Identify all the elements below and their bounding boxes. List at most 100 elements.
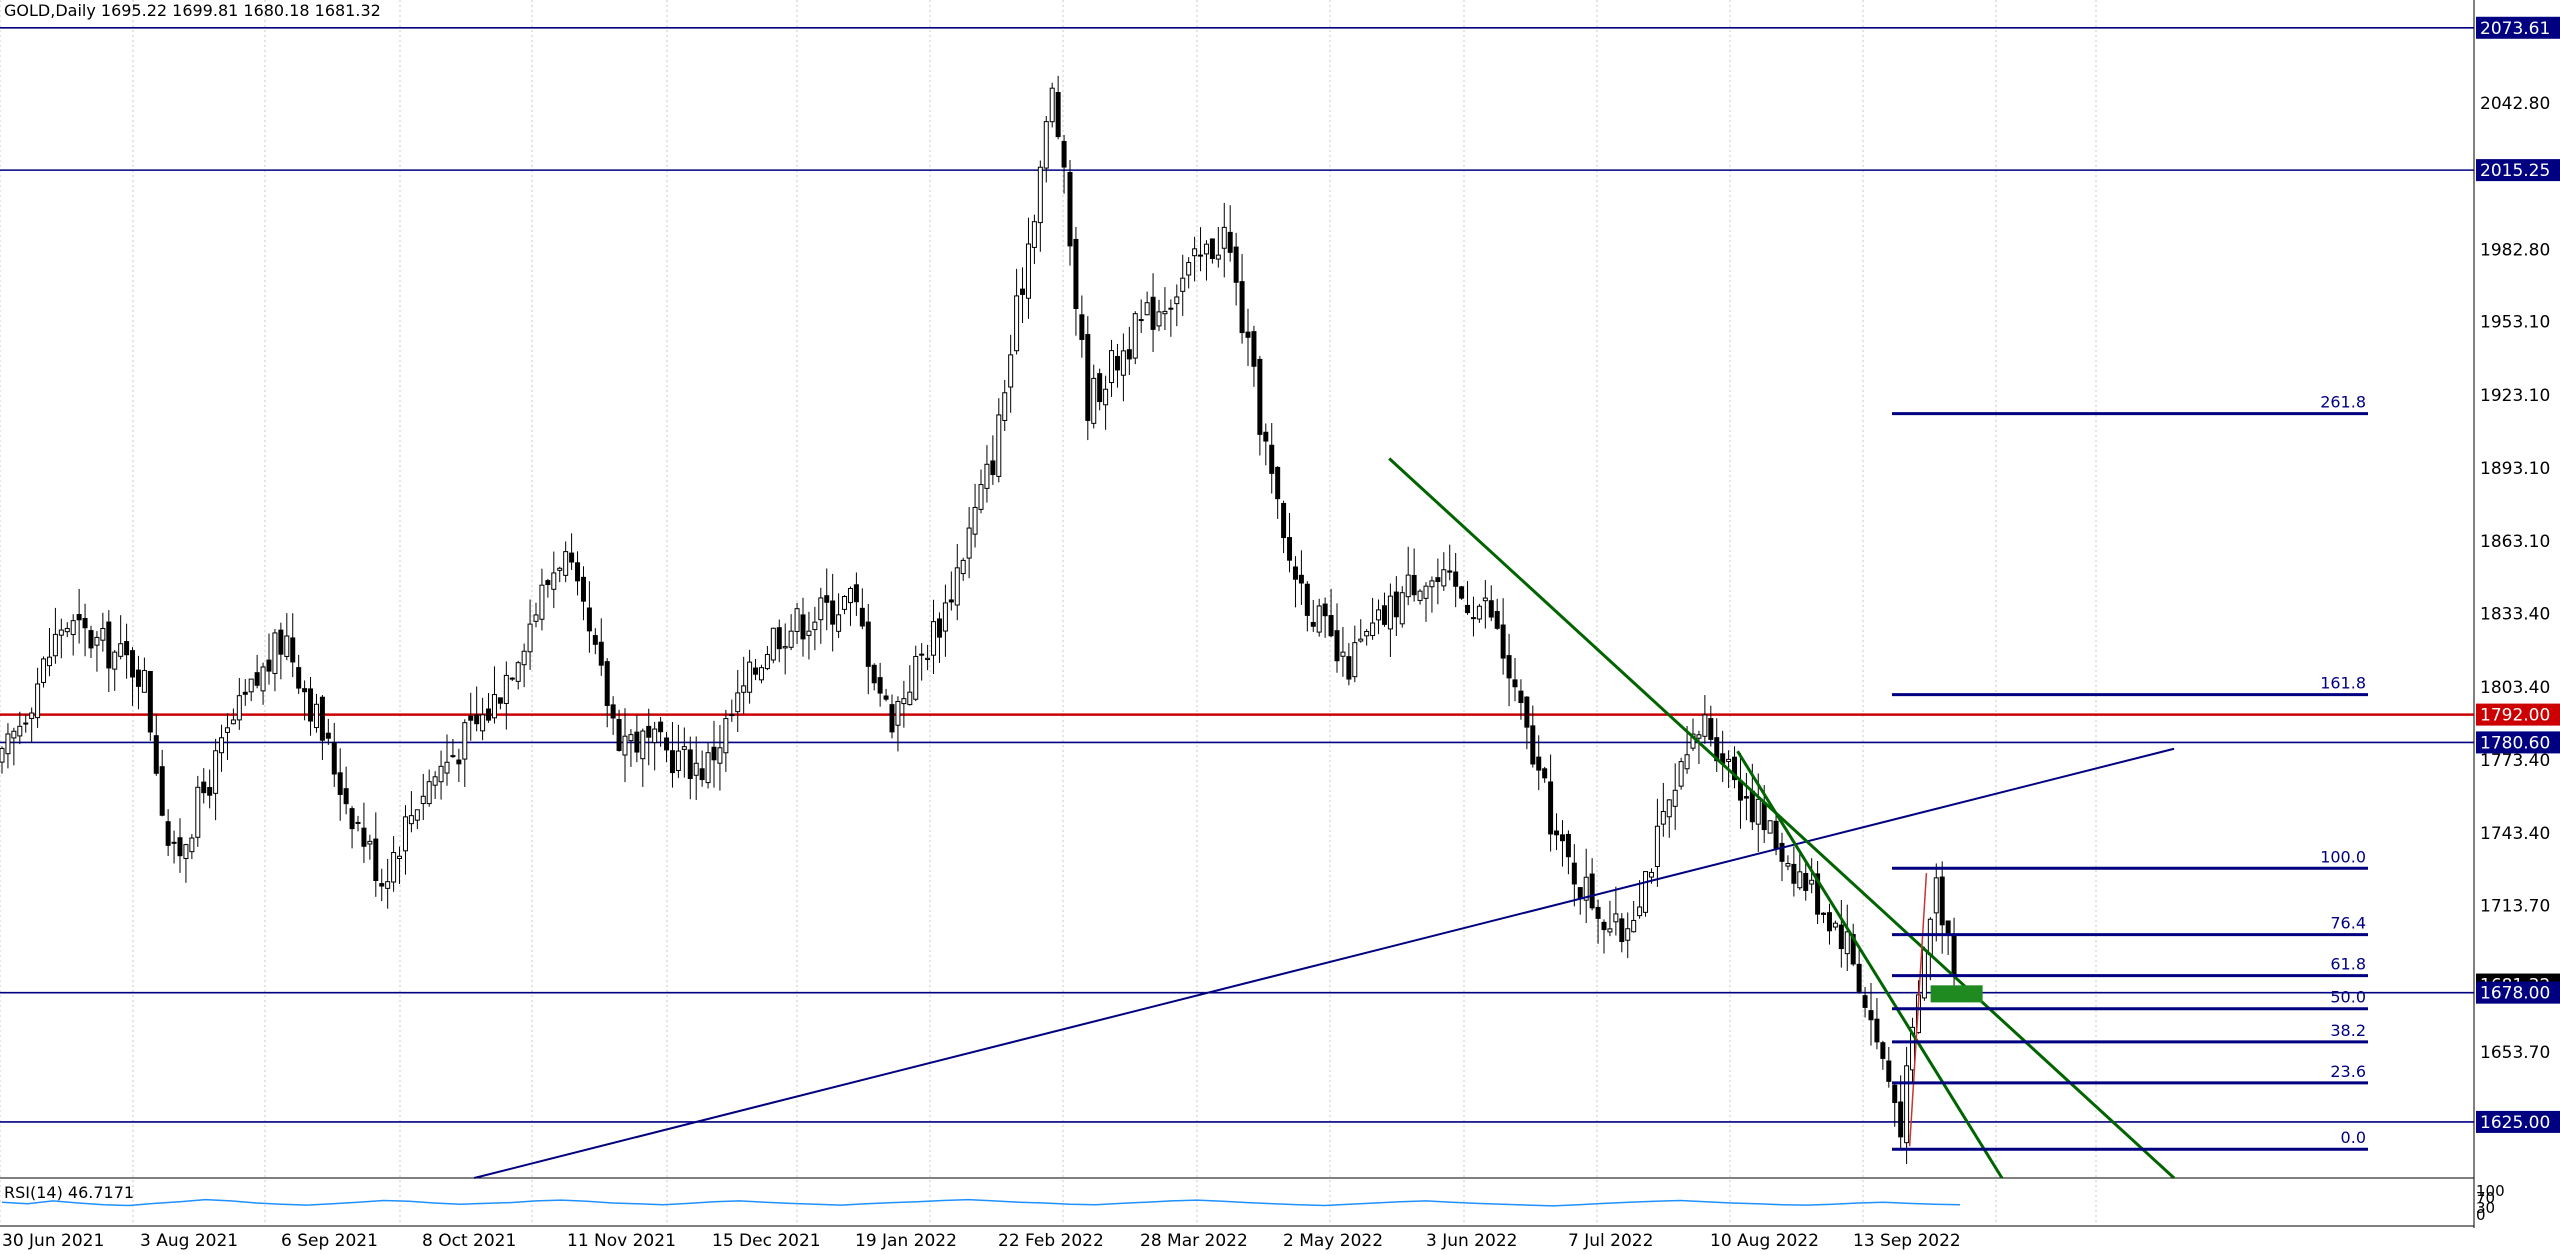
candle-body: [669, 750, 675, 774]
candle-body: [94, 636, 100, 646]
candle-body: [35, 683, 41, 719]
candle-body: [1310, 622, 1316, 627]
candle-body: [118, 643, 124, 657]
candle-body: [1405, 574, 1411, 598]
candle-body: [1643, 871, 1649, 913]
candle-body: [1844, 931, 1850, 955]
candle-body: [420, 795, 426, 805]
horizontal-levels[interactable]: [0, 26, 2474, 1123]
candle-body: [1109, 350, 1115, 384]
candle-body: [865, 621, 871, 667]
candle-body: [207, 787, 213, 796]
candle-body: [580, 576, 586, 602]
candle-body: [1767, 820, 1773, 834]
candle-body: [1292, 566, 1298, 580]
candle-body: [942, 602, 948, 632]
candle-body: [1684, 754, 1690, 770]
candle-body: [1097, 373, 1103, 403]
trendlines[interactable]: [474, 457, 2176, 1180]
candle-body: [871, 664, 877, 684]
candle-body: [1838, 924, 1844, 950]
candle-body: [450, 755, 456, 758]
candle-body: [373, 838, 379, 881]
candle-body: [260, 666, 266, 692]
candle-body: [1061, 140, 1067, 168]
candle-body: [1672, 789, 1678, 807]
candle-body: [1761, 802, 1767, 831]
candle-body: [58, 629, 64, 636]
price-tags: 2073.612015.251792.001780.601681.321678.…: [2476, 16, 2560, 1133]
candle-body: [1482, 597, 1488, 602]
time-axis-label: 11 Nov 2021: [567, 1231, 676, 1251]
candle-body: [747, 661, 753, 693]
candle-body: [41, 658, 47, 683]
candle-body: [859, 607, 865, 627]
candle-body: [758, 667, 764, 681]
candle-body: [331, 742, 337, 775]
candle-body: [367, 840, 373, 845]
candle-body: [764, 654, 770, 670]
candle-body: [1708, 718, 1714, 740]
time-axis-label: 13 Sep 2022: [1853, 1231, 1961, 1251]
candle-body: [337, 772, 343, 795]
fib-level-label: 261.8: [2320, 393, 2366, 412]
candle-body: [0, 747, 5, 763]
candle-body: [1832, 922, 1838, 928]
candle-body: [1239, 281, 1245, 334]
candle-body: [1702, 714, 1708, 737]
candle-body: [664, 737, 670, 751]
candle-body: [319, 696, 325, 741]
candle-body: [76, 614, 82, 621]
candle-body: [842, 596, 848, 610]
candle-body: [1156, 311, 1162, 327]
candle-body: [1067, 172, 1073, 247]
candle-body: [936, 618, 942, 638]
candle-body: [1868, 1010, 1874, 1021]
candle-body: [551, 572, 557, 590]
candle-body: [1921, 949, 1927, 999]
candle-body: [1198, 254, 1204, 257]
candle-body: [569, 552, 575, 563]
fibonacci-levels[interactable]: 261.8 161.8 100.0 76.4 61.8 50.0 38.2 23.6 0.0: [1892, 393, 2368, 1151]
candle-body: [1287, 537, 1293, 561]
candle-body: [1245, 331, 1251, 338]
candle-body: [1411, 574, 1417, 596]
candle-body: [1530, 725, 1536, 765]
candle-body: [1043, 121, 1049, 169]
candle-body: [1079, 314, 1085, 340]
candle-body: [652, 728, 658, 744]
candle-body: [824, 595, 830, 603]
time-axis-label: 22 Feb 2022: [998, 1231, 1104, 1251]
candle-body: [1542, 768, 1548, 779]
rsi-line: [1, 1198, 1961, 1207]
candle-body: [1221, 226, 1227, 249]
candle-body: [1399, 592, 1405, 625]
price-axis-label: 1863.10: [2480, 532, 2550, 552]
candle-body: [1898, 1101, 1904, 1138]
candle-body: [1910, 1026, 1916, 1071]
candle-body: [1595, 906, 1601, 919]
price-axis-label: 1893.10: [2480, 459, 2550, 479]
candle-body: [1619, 918, 1625, 943]
candle-body: [1625, 928, 1631, 941]
candle-body: [112, 651, 118, 670]
price-axis-label: 1953.10: [2480, 313, 2550, 333]
candle-body: [1417, 590, 1423, 601]
candle-body: [325, 732, 331, 739]
candle-body: [497, 697, 503, 704]
candle-body: [901, 698, 907, 705]
price-axis[interactable]: 2042.80 1982.80 1953.10 1923.10 1893.10 1863.…: [2480, 94, 2550, 1063]
candle-body: [1465, 604, 1471, 614]
candle-body: [432, 776, 438, 786]
candle-body: [1322, 603, 1328, 617]
candle-body: [1494, 611, 1500, 629]
price-axis-label: 2042.80: [2480, 94, 2550, 114]
candle-body: [1773, 820, 1779, 850]
candle-body: [1459, 586, 1465, 599]
fib-level-label: 38.2: [2330, 1021, 2366, 1040]
candle-body: [46, 656, 52, 667]
candle-body: [23, 722, 29, 725]
candle-body: [1215, 254, 1221, 260]
